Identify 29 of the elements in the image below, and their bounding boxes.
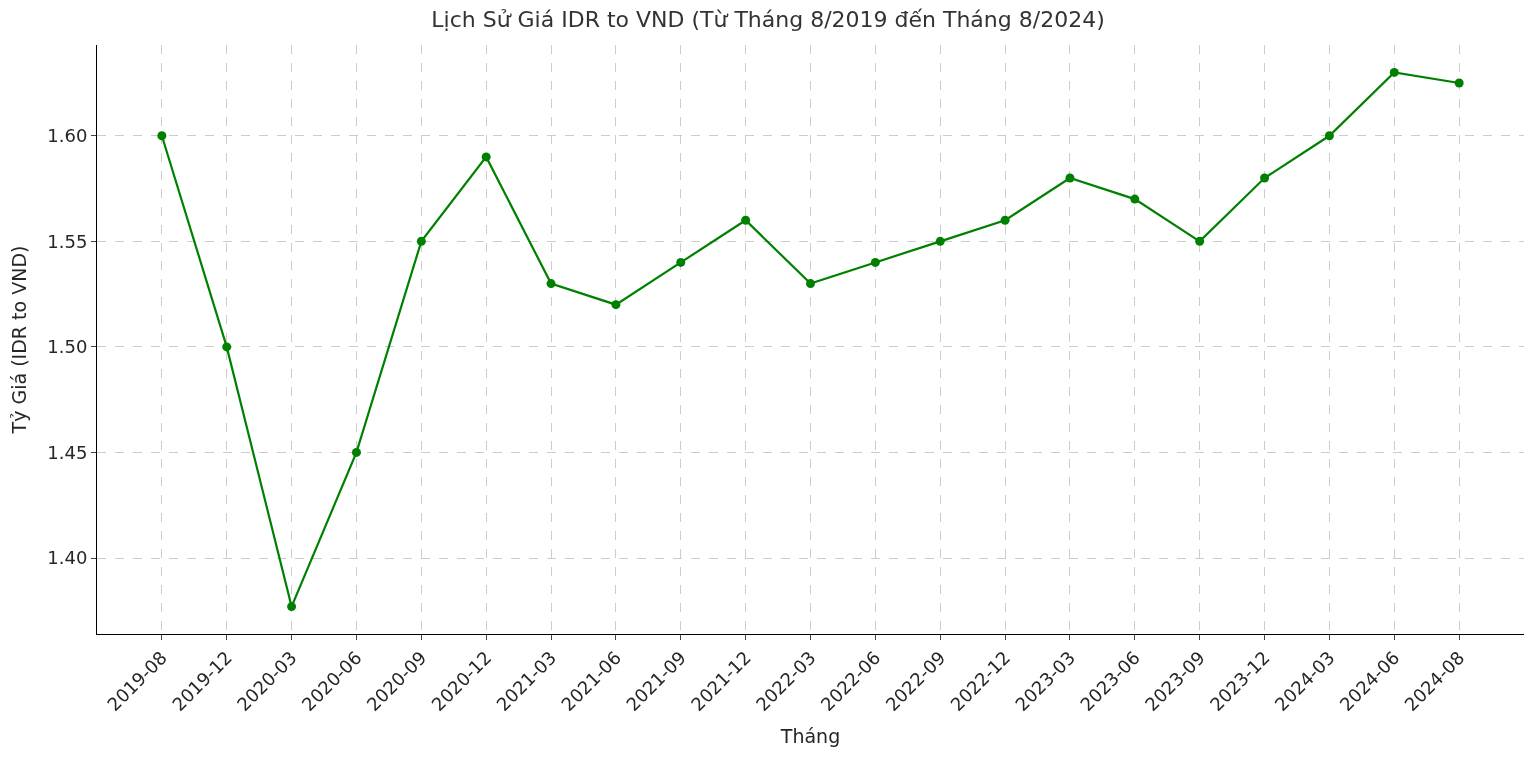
point [481,152,491,162]
point [1000,215,1010,225]
y-axis-title: Tỷ Giá (IDR to VND) [8,245,31,435]
point [741,215,751,225]
y-tick-label: 1.55 [47,230,88,252]
point [1130,194,1140,204]
point [1065,173,1075,183]
point [351,447,361,457]
point [546,279,556,289]
y-tick-label: 1.40 [47,547,88,569]
point [1454,78,1464,88]
point [157,131,167,141]
point [935,236,945,246]
y-tick-label: 1.60 [47,125,88,147]
y-tick-label: 1.45 [47,441,88,463]
chart-title: Lịch Sử Giá IDR to VND (Từ Tháng 8/2019 đến Tháng 8/2024) [431,6,1105,32]
point [676,257,686,267]
x-axis-title: Tháng [779,724,841,747]
point [222,342,232,352]
point [870,257,880,267]
point [611,300,621,310]
y-tick-label: 1.50 [47,336,88,358]
point [287,602,297,612]
point [416,236,426,246]
point [1389,67,1399,77]
point [806,279,815,289]
point [1195,236,1205,246]
point [1324,131,1334,141]
point [1260,173,1270,183]
